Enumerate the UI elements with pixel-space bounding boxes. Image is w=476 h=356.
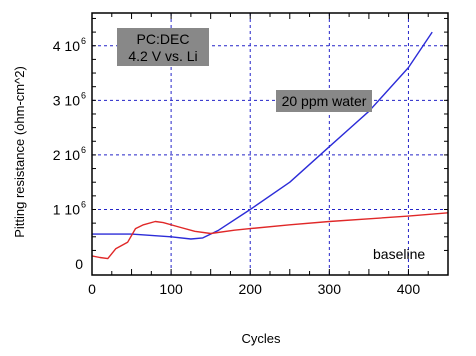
condition-line-1: PC:DEC (137, 31, 190, 47)
y-tick-exponent: 6 (81, 36, 86, 46)
x-axis-title: Cycles (241, 331, 281, 346)
x-tick-label: 200 (239, 281, 263, 297)
y-tick-exponent: 6 (81, 90, 86, 100)
series-line-0 (92, 31, 433, 240)
series-line-1 (91, 212, 449, 260)
y-axis-title: Pitting resistance (ohm-cm^2) (12, 66, 27, 238)
x-tick-label: 300 (318, 281, 342, 297)
condition-line-2: 4.2 V vs. Li (128, 48, 197, 64)
baseline-label: baseline (373, 246, 425, 262)
water-label-box: 20 ppm water (276, 90, 372, 112)
y-tick-mantissa: 0 (75, 256, 83, 272)
series-lines (91, 31, 449, 260)
y-tick-label: 3 10 6 (53, 90, 86, 108)
y-tick-mantissa: 3 10 (53, 92, 80, 108)
y-tick-mantissa: 1 10 (53, 202, 80, 218)
y-tick-exponent: 6 (81, 145, 86, 155)
y-tick-label: 0 (75, 256, 83, 272)
water-label: 20 ppm water (282, 93, 367, 109)
y-tick-label: 1 10 6 (53, 200, 86, 218)
condition-box: PC:DEC 4.2 V vs. Li (117, 28, 209, 66)
x-tick-label: 100 (159, 281, 183, 297)
x-tick-label: 0 (88, 281, 96, 297)
y-tick-mantissa: 2 10 (53, 147, 80, 163)
y-tick-label: 2 10 6 (53, 145, 86, 163)
y-tick-exponent: 6 (81, 200, 86, 210)
grid (92, 13, 448, 275)
y-tick-label: 4 10 6 (53, 36, 86, 54)
x-tick-label: 400 (397, 281, 421, 297)
y-tick-mantissa: 4 10 (53, 38, 80, 54)
